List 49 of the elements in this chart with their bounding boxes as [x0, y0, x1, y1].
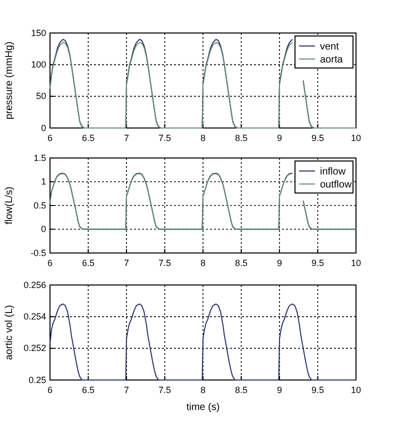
y-tick-label: 0 — [41, 122, 46, 133]
legend-label: vent — [320, 42, 340, 52]
x-tick-label: 9.5 — [311, 258, 324, 268]
x-tick-label: 10 — [350, 384, 362, 395]
x-tick-label: 6.5 — [82, 384, 95, 395]
y-tick-label: 0.5 — [34, 200, 46, 210]
x-tick-label: 7 — [124, 132, 130, 143]
y-tick-label: 0.252 — [24, 343, 46, 354]
legend-label: outflow — [320, 180, 352, 190]
x-tick-label: 7 — [124, 258, 130, 268]
x-axis-title: time (s) — [186, 402, 220, 413]
legend-label: inflow — [320, 166, 346, 178]
x-tick-label: 7.5 — [158, 258, 172, 268]
x-tick-label: 8 — [200, 258, 206, 268]
y-tick-label: -0.5 — [30, 248, 46, 258]
x-tick-label: 9 — [276, 384, 282, 395]
x-tick-label: 7 — [124, 384, 130, 395]
x-tick-label: 6 — [47, 258, 53, 268]
x-tick-label: 7.5 — [158, 132, 172, 143]
legend-label: aorta — [320, 54, 344, 66]
y-axis-title: aortic vol (L) — [4, 304, 15, 360]
x-tick-label: 9.5 — [311, 132, 324, 143]
x-tick-label: 7.5 — [158, 384, 172, 395]
x-tick-label: 8.5 — [234, 132, 248, 143]
x-tick-label: 9.5 — [311, 384, 324, 395]
x-tick-label: 8 — [200, 132, 206, 143]
x-tick-label: 6 — [47, 384, 53, 395]
x-tick-label: 8.5 — [234, 258, 248, 268]
line-series — [50, 304, 356, 380]
y-axis-title: flow(L/s) — [4, 186, 15, 224]
y-tick-label: 0 — [41, 224, 46, 234]
y-tick-label: 1 — [41, 176, 46, 187]
x-tick-label: 9 — [276, 132, 282, 143]
y-tick-label: 0.256 — [24, 280, 46, 290]
x-tick-label: 6.5 — [82, 132, 95, 143]
x-tick-label: 8 — [200, 384, 206, 395]
y-axis-title: pressure (mmHg) — [4, 42, 15, 120]
y-tick-label: 0.254 — [24, 312, 46, 322]
y-tick-label: 100 — [31, 60, 46, 70]
y-tick-label: 1.5 — [34, 152, 46, 163]
y-tick-label: 150 — [31, 28, 46, 38]
x-tick-label: 6 — [47, 132, 53, 143]
x-tick-label: 10 — [350, 258, 362, 268]
x-tick-label: 10 — [350, 132, 362, 143]
x-tick-label: 6.5 — [82, 258, 95, 268]
y-tick-label: 50 — [36, 91, 46, 102]
y-tick-label: 0.25 — [28, 374, 46, 385]
x-tick-label: 9 — [276, 258, 282, 268]
x-tick-label: 8.5 — [234, 384, 248, 395]
